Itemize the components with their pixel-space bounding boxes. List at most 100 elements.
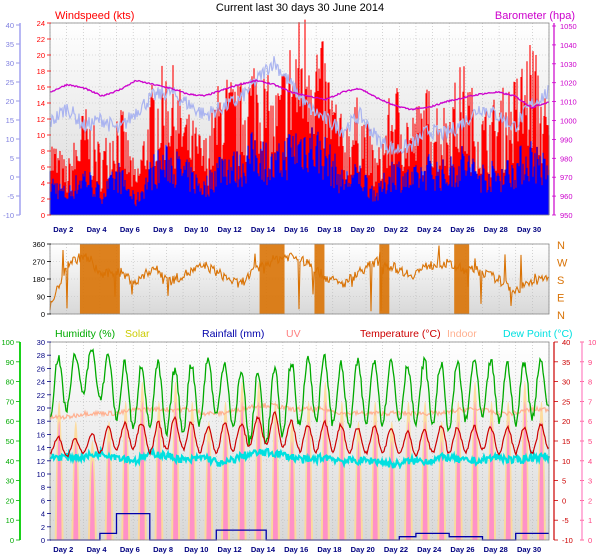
wind-tick-label-left: 4 — [41, 179, 45, 188]
wind-tick-label-left: 8 — [41, 147, 45, 156]
wind-tick-label-right: 950 — [560, 211, 573, 220]
wind-x-tick-label: Day 10 — [184, 225, 208, 234]
conditions-tick-label-rain: 26 — [37, 364, 45, 373]
conditions-tick-label-uv: 5 — [588, 437, 592, 446]
conditions-x-tick-label: Day 24 — [417, 545, 442, 554]
wind-tick-label-far-left: 20 — [6, 97, 14, 106]
wind-tick-label-right: 1040 — [560, 41, 577, 50]
wind-x-tick-label: Day 26 — [450, 225, 474, 234]
conditions-tick-label-temp: 15 — [562, 437, 570, 446]
wind-right-axis-label: Barometer (hpa) — [495, 10, 575, 22]
wind-tick-label-far-left: -5 — [7, 192, 14, 201]
wind-tick-label-right: 970 — [560, 173, 573, 182]
conditions-tick-label-rain: 30 — [37, 338, 45, 347]
conditions-tick-label-uv: 2 — [588, 496, 592, 505]
wind-x-tick-label: Day 12 — [218, 225, 242, 234]
direction-tick-label-left: 270 — [32, 258, 45, 267]
conditions-tick-label-rain: 0 — [41, 536, 45, 545]
legend-entry: Dew Point (°C) — [503, 328, 573, 340]
conditions-x-tick-label: Day 16 — [284, 545, 308, 554]
conditions-tick-label-temp: -10 — [562, 536, 573, 545]
conditions-tick-label-humidity: 80 — [6, 378, 14, 387]
conditions-tick-label-rain: 20 — [37, 404, 45, 413]
barometer-series — [49, 79, 549, 111]
conditions-tick-label-humidity: 10 — [6, 516, 14, 525]
legend-entry: Rainfall (mm) — [202, 328, 264, 340]
direction-compass-label: W — [557, 258, 568, 270]
conditions-tick-label-rain: 4 — [41, 510, 45, 519]
conditions-tick-label-uv: 9 — [588, 358, 592, 367]
conditions-tick-label-humidity: 0 — [10, 536, 14, 545]
legend-entry: Indoor — [447, 328, 477, 340]
wind-tick-label-far-left: 15 — [6, 116, 14, 125]
wind-tick-label-left: 16 — [37, 83, 45, 92]
conditions-x-tick-label: Day 18 — [317, 545, 341, 554]
conditions-tick-label-rain: 2 — [41, 523, 45, 532]
wind-x-tick-label: Day 2 — [53, 225, 73, 234]
conditions-tick-label-temp: 40 — [562, 338, 570, 347]
wind-tick-label-left: 20 — [37, 51, 45, 60]
conditions-tick-label-temp: 10 — [562, 457, 570, 466]
conditions-tick-label-humidity: 90 — [6, 358, 14, 367]
direction-compass-label: N — [557, 310, 565, 322]
wind-tick-label-left: 6 — [41, 163, 45, 172]
conditions-tick-label-rain: 18 — [37, 417, 45, 426]
wind-chill-series — [49, 56, 550, 155]
conditions-x-tick-label: Day 14 — [251, 545, 276, 554]
conditions-tick-label-uv: 0 — [588, 536, 592, 545]
wind-tick-label-right: 1030 — [560, 60, 577, 69]
wind-tick-label-left: 14 — [37, 99, 45, 108]
conditions-x-tick-label: Day 28 — [484, 545, 508, 554]
dew-point-series — [49, 445, 551, 470]
wind-direction-dense-block — [379, 244, 390, 314]
legend-entry: Temperature (°C) — [360, 328, 441, 340]
conditions-tick-label-rain: 14 — [37, 444, 45, 453]
conditions-tick-label-temp: 20 — [562, 417, 570, 426]
conditions-x-tick-label: Day 2 — [53, 545, 73, 554]
conditions-tick-label-uv: 4 — [588, 457, 592, 466]
conditions-tick-label-humidity: 60 — [6, 417, 14, 426]
wind-tick-label-left: 2 — [41, 195, 45, 204]
wind-tick-label-right: 980 — [560, 154, 573, 163]
wind-tick-label-left: 10 — [37, 131, 45, 140]
wind-x-tick-label: Day 8 — [153, 225, 173, 234]
conditions-x-tick-label: Day 20 — [351, 545, 375, 554]
legend-entry: Solar — [125, 328, 150, 340]
wind-tick-label-left: 22 — [37, 35, 45, 44]
wind-tick-label-right: 990 — [560, 135, 573, 144]
conditions-tick-label-rain: 6 — [41, 496, 45, 505]
conditions-x-tick-label: Day 22 — [384, 545, 408, 554]
wind-x-tick-label: Day 16 — [284, 225, 308, 234]
conditions-tick-label-temp: 0 — [562, 496, 566, 505]
direction-compass-label: S — [557, 275, 564, 287]
indoor-temperature-series — [49, 402, 550, 421]
conditions-tick-label-temp: -5 — [562, 516, 569, 525]
wind-tick-label-far-left: 5 — [10, 154, 14, 163]
wind-direction-dense-block — [79, 244, 120, 314]
wind-tick-label-left: 0 — [41, 211, 45, 220]
wind-direction-dense-block — [454, 244, 470, 314]
wind-x-tick-label: Day 18 — [317, 225, 341, 234]
wind-left-axis-label: Windspeed (kts) — [55, 10, 134, 22]
conditions-x-tick-label: Day 4 — [87, 545, 108, 554]
wind-x-tick-label: Day 22 — [384, 225, 408, 234]
conditions-x-tick-label: Day 26 — [450, 545, 474, 554]
direction-tick-label-left: 90 — [37, 293, 45, 302]
conditions-frame — [49, 341, 550, 541]
conditions-x-tick-label: Day 30 — [517, 545, 541, 554]
conditions-x-tick-label: Day 12 — [218, 545, 242, 554]
legend-entry: Humidity (%) — [55, 328, 115, 340]
conditions-x-tick-label: Day 8 — [153, 545, 173, 554]
direction-compass-label: N — [557, 240, 565, 252]
wind-tick-label-right: 1020 — [560, 79, 577, 88]
wind-tick-label-right: 1010 — [560, 98, 577, 107]
conditions-tick-label-rain: 28 — [37, 351, 45, 360]
conditions-tick-label-humidity: 70 — [6, 397, 14, 406]
conditions-tick-label-uv: 3 — [588, 477, 592, 486]
wind-x-tick-label: Day 28 — [484, 225, 508, 234]
wind-tick-label-right: 1050 — [560, 22, 577, 31]
conditions-x-tick-label: Day 10 — [184, 545, 208, 554]
wind-direction-dense-block — [259, 244, 285, 314]
wind-tick-label-left: 12 — [37, 115, 45, 124]
